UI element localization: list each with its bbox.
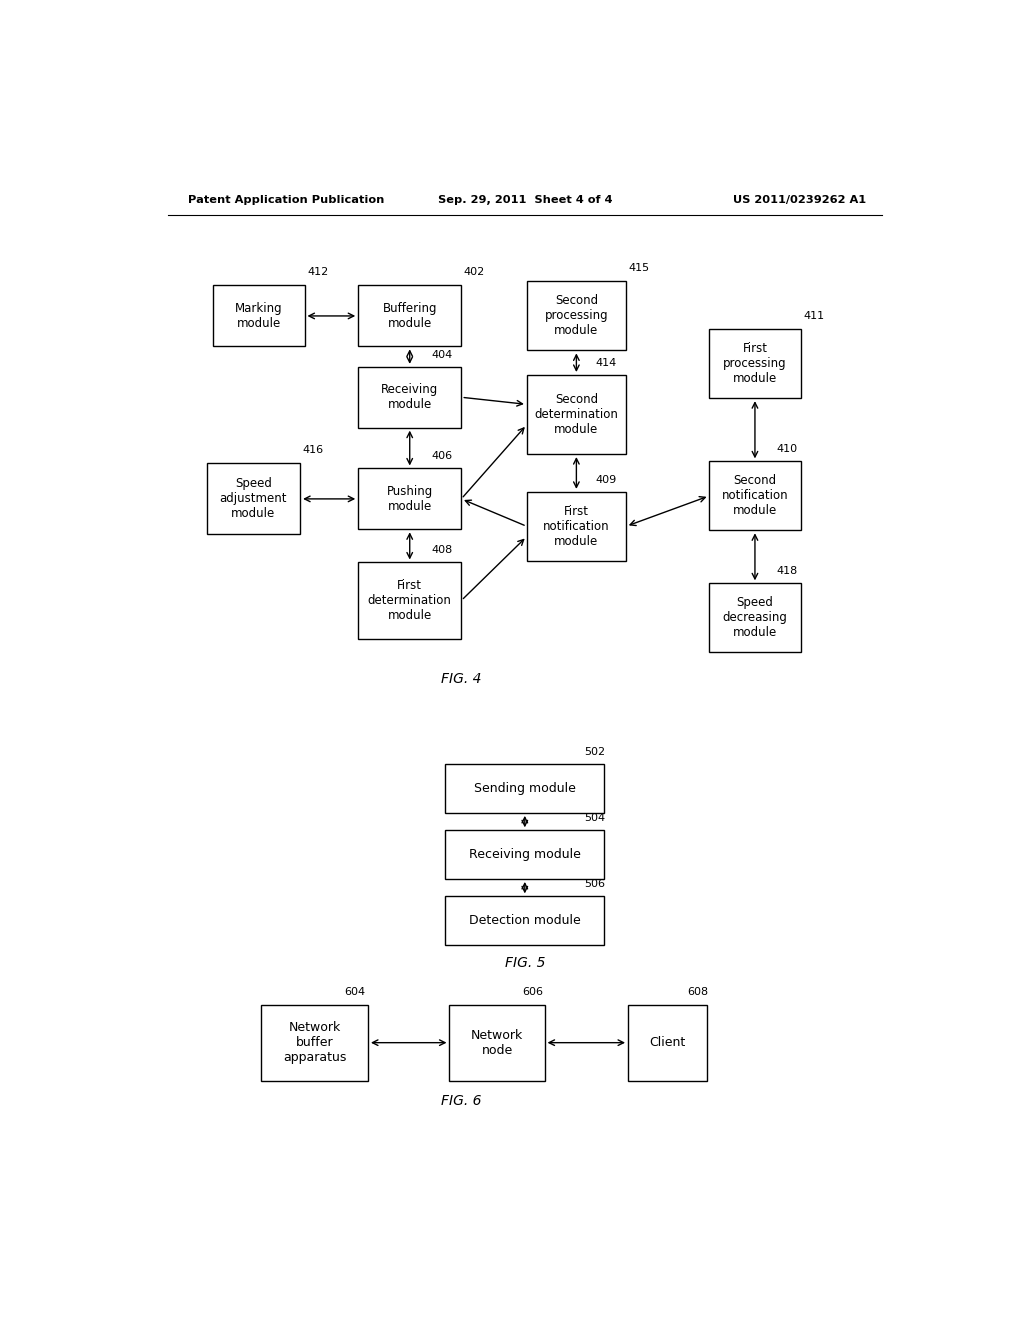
Text: Network
node: Network node bbox=[471, 1028, 523, 1057]
Bar bbox=[445, 896, 604, 945]
Text: First
notification
module: First notification module bbox=[543, 504, 609, 548]
Text: First
determination
module: First determination module bbox=[368, 579, 452, 622]
Bar bbox=[358, 367, 461, 428]
Text: 418: 418 bbox=[777, 566, 798, 576]
Text: FIG. 6: FIG. 6 bbox=[441, 1093, 481, 1107]
Text: FIG. 5: FIG. 5 bbox=[505, 957, 545, 970]
Bar bbox=[710, 583, 801, 652]
Text: Second
processing
module: Second processing module bbox=[545, 294, 608, 338]
Text: First
processing
module: First processing module bbox=[723, 342, 786, 385]
Text: Receiving module: Receiving module bbox=[469, 849, 581, 861]
Text: 411: 411 bbox=[803, 312, 824, 321]
Bar bbox=[526, 375, 626, 454]
Text: 404: 404 bbox=[431, 350, 453, 359]
Text: 412: 412 bbox=[307, 268, 329, 277]
Bar bbox=[526, 281, 626, 351]
Text: Receiving
module: Receiving module bbox=[381, 383, 438, 412]
Text: Speed
adjustment
module: Speed adjustment module bbox=[219, 478, 287, 520]
Bar bbox=[358, 285, 461, 346]
Text: Second
notification
module: Second notification module bbox=[722, 474, 788, 517]
Text: 414: 414 bbox=[596, 358, 617, 368]
Bar bbox=[526, 492, 626, 561]
Text: 410: 410 bbox=[777, 444, 798, 454]
Bar bbox=[358, 469, 461, 529]
Text: 402: 402 bbox=[464, 268, 485, 277]
Text: FIG. 4: FIG. 4 bbox=[441, 672, 481, 686]
Text: 506: 506 bbox=[585, 879, 605, 890]
Text: 406: 406 bbox=[431, 451, 453, 461]
Bar bbox=[445, 764, 604, 813]
Bar bbox=[261, 1005, 368, 1081]
Text: 606: 606 bbox=[522, 987, 544, 998]
Text: Second
determination
module: Second determination module bbox=[535, 393, 618, 436]
Text: 604: 604 bbox=[344, 987, 366, 998]
Text: 608: 608 bbox=[687, 987, 709, 998]
Bar bbox=[445, 830, 604, 879]
Text: Network
buffer
apparatus: Network buffer apparatus bbox=[283, 1022, 346, 1064]
Text: Sep. 29, 2011  Sheet 4 of 4: Sep. 29, 2011 Sheet 4 of 4 bbox=[437, 195, 612, 205]
Text: Speed
decreasing
module: Speed decreasing module bbox=[723, 597, 787, 639]
Text: Detection module: Detection module bbox=[469, 915, 581, 927]
Text: 416: 416 bbox=[303, 445, 324, 455]
Bar bbox=[358, 562, 461, 639]
Bar bbox=[710, 329, 801, 399]
Text: US 2011/0239262 A1: US 2011/0239262 A1 bbox=[733, 195, 866, 205]
Text: Buffering
module: Buffering module bbox=[383, 302, 437, 330]
Bar bbox=[207, 463, 300, 535]
Bar bbox=[628, 1005, 708, 1081]
Bar bbox=[450, 1005, 545, 1081]
Text: 502: 502 bbox=[585, 747, 605, 758]
Bar bbox=[710, 461, 801, 531]
Text: Client: Client bbox=[649, 1036, 686, 1049]
Text: Patent Application Publication: Patent Application Publication bbox=[187, 195, 384, 205]
Text: Marking
module: Marking module bbox=[236, 302, 283, 330]
Text: Sending module: Sending module bbox=[474, 781, 575, 795]
Text: 415: 415 bbox=[629, 263, 649, 273]
Text: 408: 408 bbox=[431, 545, 453, 556]
Bar bbox=[213, 285, 304, 346]
Text: 409: 409 bbox=[596, 475, 617, 484]
Text: Pushing
module: Pushing module bbox=[387, 484, 433, 513]
Text: 504: 504 bbox=[585, 813, 605, 824]
